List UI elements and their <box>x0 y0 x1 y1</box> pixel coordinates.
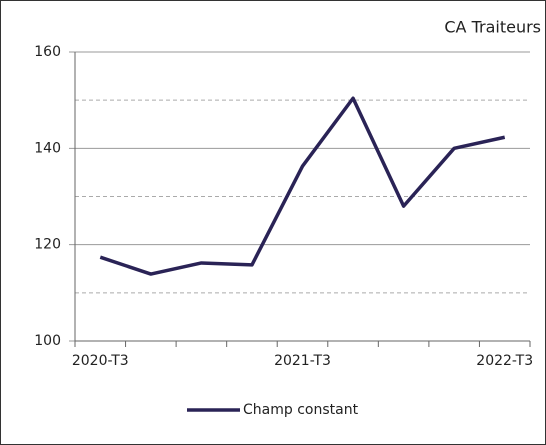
y-tick-label: 140 <box>34 140 61 156</box>
y-tick-label: 160 <box>34 44 61 60</box>
legend-label: Champ constant <box>243 402 359 418</box>
x-tick-label: 2020-T3 <box>72 353 129 369</box>
data-line <box>99 96 506 276</box>
y-tick-label: 120 <box>34 237 61 253</box>
x-tick-label: 2022-T3 <box>476 353 533 369</box>
y-tick-label: 100 <box>34 333 61 349</box>
chart-title: CA Traiteurs <box>444 18 541 37</box>
x-tick-label: 2021-T3 <box>274 353 331 369</box>
